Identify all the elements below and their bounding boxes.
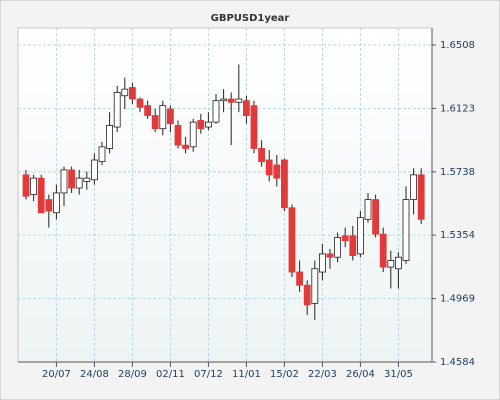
candle-body (37, 177, 45, 214)
plot-area (17, 27, 433, 363)
candle-body (144, 105, 152, 116)
candle-body (98, 146, 106, 163)
candle-body (280, 159, 288, 209)
candle-body (410, 174, 418, 200)
candle-body (128, 87, 136, 100)
y-tick-label: 1.6508 (440, 40, 475, 51)
candle-body (53, 192, 60, 214)
candle-body (341, 235, 349, 242)
candle-body (45, 199, 53, 212)
candle-body (113, 92, 121, 128)
candle-body (402, 199, 410, 261)
x-tick-label: 22/03 (308, 369, 337, 380)
candle-body (364, 199, 372, 220)
candle-body (212, 100, 220, 123)
candle-body (311, 268, 319, 304)
candle-body (387, 260, 395, 268)
candle-body (227, 98, 235, 103)
candle-body (394, 256, 402, 270)
x-tick-label: 24/08 (80, 369, 109, 380)
candle-body (75, 177, 83, 189)
candle-body (265, 159, 273, 176)
candle-body (166, 108, 174, 125)
candle-body (273, 164, 281, 179)
x-tick-label: 02/11 (156, 369, 185, 380)
y-tick-label: 1.5738 (440, 167, 475, 178)
candle-body (197, 120, 205, 130)
candle-body (121, 88, 129, 97)
candle-body (379, 233, 387, 268)
x-tick-label: 11/01 (232, 369, 261, 380)
candle-body (68, 169, 75, 189)
candle-body (235, 98, 243, 103)
candle-body (318, 253, 326, 273)
x-tick-label: 28/09 (118, 369, 147, 380)
candle-body (106, 125, 113, 149)
y-tick-label: 1.4584 (440, 357, 475, 368)
candle-body (151, 115, 159, 130)
x-tick-label: 26/04 (346, 369, 375, 380)
candle-body (303, 284, 311, 306)
x-tick-label: 07/12 (194, 369, 223, 380)
candle-body (204, 121, 212, 128)
candle-body (30, 177, 38, 196)
candle-body (83, 177, 91, 182)
candle-body (296, 271, 304, 286)
candle-body (22, 174, 30, 197)
candle-body (417, 174, 425, 220)
candle-body (159, 105, 167, 130)
candle-body (220, 98, 228, 102)
candle-body (250, 105, 258, 149)
candle-body (372, 199, 380, 235)
candle-body (242, 100, 250, 116)
candle-body (60, 169, 68, 194)
candle-body (174, 125, 182, 146)
candle-body (258, 148, 266, 163)
x-tick-label: 20/07 (42, 369, 71, 380)
x-tick-label: 31/05 (384, 369, 413, 380)
x-tick-label: 15/02 (270, 369, 299, 380)
candle-body (136, 98, 144, 108)
candle-body (189, 121, 197, 148)
candle-body (356, 217, 364, 255)
candle-body (326, 253, 334, 258)
candle-body (182, 144, 190, 149)
y-tick-label: 1.4969 (440, 294, 475, 305)
candle-body (91, 159, 98, 181)
candle-body (349, 235, 357, 256)
candle-body (334, 237, 342, 258)
candle-body (288, 207, 296, 273)
chart-title: GBPUSD1year (211, 13, 290, 24)
y-tick-label: 1.6123 (440, 103, 475, 114)
y-tick-label: 1.5354 (440, 230, 475, 241)
